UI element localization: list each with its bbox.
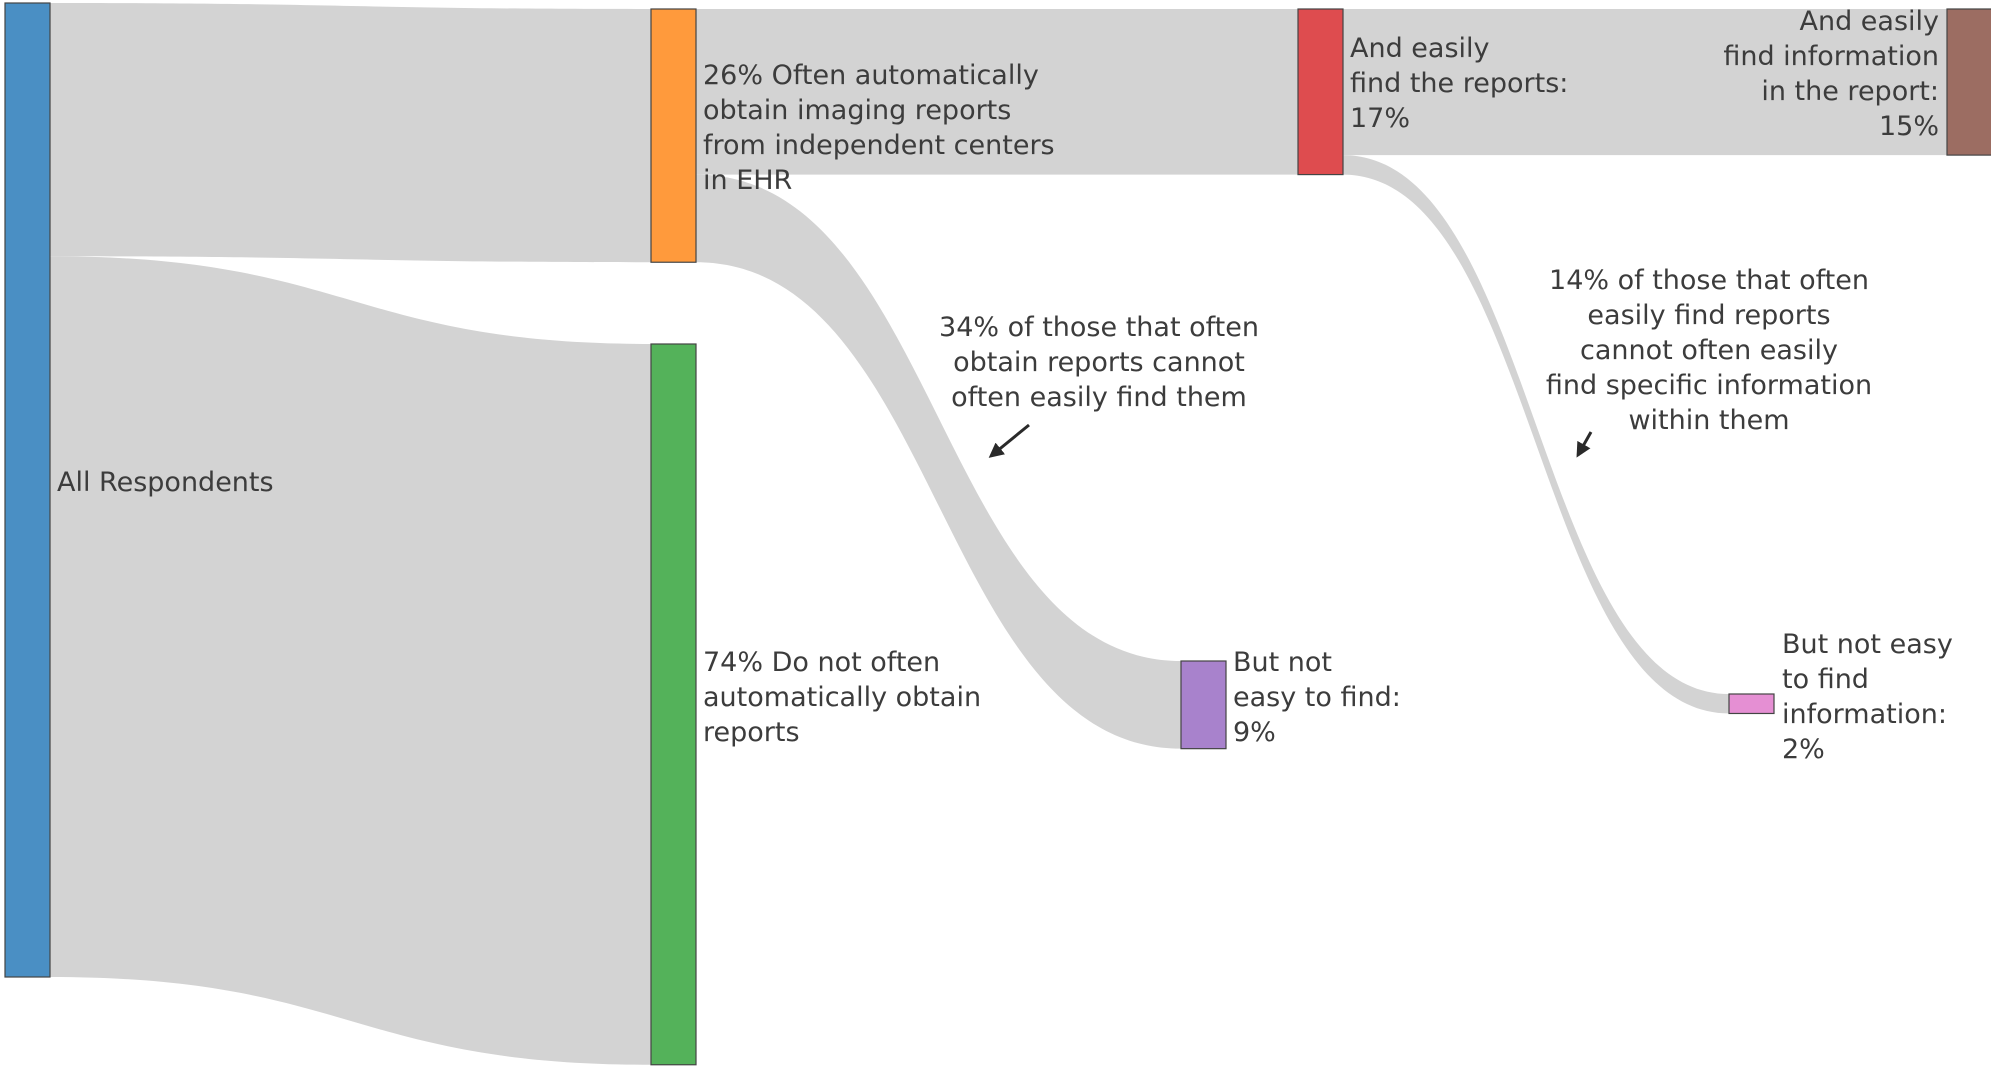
node-not_obtain — [650, 343, 697, 1066]
link-find-to-not_find_info — [1343, 155, 1729, 714]
annotation-ann1: 34% of those that often obtain reports ca… — [939, 312, 1259, 413]
node-not_find — [1180, 660, 1227, 750]
node-find_info — [1946, 8, 1991, 156]
link-find-to-find_info — [1343, 9, 1947, 156]
link-obtain-to-find — [696, 9, 1298, 175]
sankey-nodes — [4, 2, 1991, 1066]
link-all-to-obtain — [50, 3, 651, 263]
label-find: And easily find the reports: 17% — [1350, 33, 1568, 134]
annotation-ann2: 14% of those that often easily find repor… — [1546, 265, 1872, 436]
annotation-arrow-ann2 — [1576, 431, 1593, 458]
label-all: All Respondents — [57, 467, 274, 498]
node-find — [1297, 8, 1344, 176]
link-all-to-not_obtain — [50, 256, 651, 1065]
node-all — [4, 2, 51, 978]
annotation-arrow-ann1 — [988, 423, 1030, 458]
node-not_find_info — [1728, 693, 1775, 715]
label-find_info: And easily find information in the report:… — [1723, 6, 1939, 142]
label-not_obtain: 74% Do not often automatically obtain repo… — [703, 647, 981, 748]
link-obtain-to-not_find — [696, 174, 1181, 749]
label-obtain: 26% Often automatically obtain imaging re… — [703, 60, 1055, 196]
label-not_find_info: But not easy to find information: 2% — [1782, 629, 1953, 765]
sankey-annotations: 34% of those that often obtain reports ca… — [939, 265, 1872, 458]
label-not_find: But not easy to find: 9% — [1233, 647, 1401, 748]
node-obtain — [650, 8, 697, 263]
sankey-links — [50, 3, 1947, 1065]
sankey-labels: All Respondents 26% Often automatically ob… — [57, 6, 1953, 765]
